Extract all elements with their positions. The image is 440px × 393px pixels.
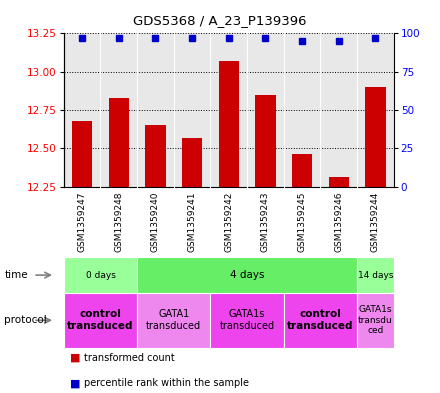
Text: control
transduced: control transduced <box>67 310 134 331</box>
Bar <box>137 293 210 348</box>
Bar <box>137 257 357 293</box>
Text: GDS5368 / A_23_P139396: GDS5368 / A_23_P139396 <box>133 14 307 27</box>
Bar <box>292 154 312 187</box>
Text: time: time <box>4 270 28 280</box>
Text: ■: ■ <box>70 378 81 388</box>
Text: GSM1359243: GSM1359243 <box>261 192 270 252</box>
Text: ■: ■ <box>70 353 81 363</box>
Bar <box>329 178 349 187</box>
Bar <box>255 95 275 187</box>
Text: GATA1s
transdu
ced: GATA1s transdu ced <box>358 305 393 335</box>
Text: GSM1359248: GSM1359248 <box>114 192 123 252</box>
Bar <box>210 293 284 348</box>
Text: GSM1359241: GSM1359241 <box>187 192 197 252</box>
Text: percentile rank within the sample: percentile rank within the sample <box>84 378 249 388</box>
Bar <box>145 125 165 187</box>
Text: GSM1359244: GSM1359244 <box>371 192 380 252</box>
Text: 14 days: 14 days <box>358 271 393 279</box>
Text: 4 days: 4 days <box>230 270 264 280</box>
Bar <box>182 138 202 187</box>
Bar <box>64 257 137 293</box>
Text: GSM1359247: GSM1359247 <box>77 192 87 252</box>
Bar <box>64 293 137 348</box>
Text: GATA1
transduced: GATA1 transduced <box>146 310 202 331</box>
Text: transformed count: transformed count <box>84 353 174 363</box>
Text: GSM1359240: GSM1359240 <box>151 192 160 252</box>
Bar <box>357 293 394 348</box>
Bar <box>365 87 385 187</box>
Text: GSM1359242: GSM1359242 <box>224 192 233 252</box>
Text: GSM1359246: GSM1359246 <box>334 192 343 252</box>
Text: control
transduced: control transduced <box>287 310 354 331</box>
Text: 0 days: 0 days <box>85 271 115 279</box>
Text: protocol: protocol <box>4 315 47 325</box>
Bar <box>357 257 394 293</box>
Bar <box>284 293 357 348</box>
Text: GATA1s
transduced: GATA1s transduced <box>220 310 275 331</box>
Bar <box>72 121 92 187</box>
Text: GSM1359245: GSM1359245 <box>297 192 307 252</box>
Bar <box>109 98 129 187</box>
Bar <box>219 61 239 187</box>
